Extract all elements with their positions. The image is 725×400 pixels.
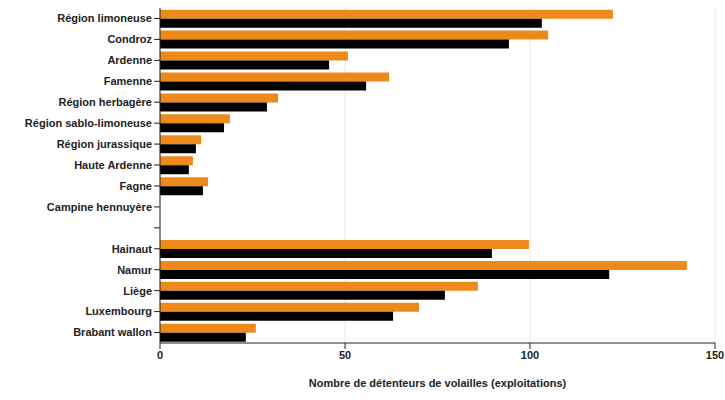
svg-text:Région jurassique: Région jurassique	[57, 138, 152, 150]
svg-text:Hainaut: Hainaut	[112, 243, 153, 255]
svg-text:Liège: Liège	[123, 285, 152, 297]
svg-text:Haute Ardenne: Haute Ardenne	[74, 159, 152, 171]
svg-text:100: 100	[521, 349, 539, 361]
svg-text:Région herbagère: Région herbagère	[58, 96, 152, 108]
svg-text:Luxembourg: Luxembourg	[85, 305, 152, 317]
svg-text:150: 150	[706, 349, 717, 361]
svg-text:Brabant wallon: Brabant wallon	[73, 326, 152, 338]
svg-text:Namur: Namur	[117, 264, 153, 276]
svg-text:Région limoneuse: Région limoneuse	[57, 12, 152, 24]
svg-text:Nombre de détenteurs de volail: Nombre de détenteurs de volailles (explo…	[309, 377, 567, 389]
svg-text:Campine hennuyère: Campine hennuyère	[47, 201, 152, 213]
svg-text:Fagne: Fagne	[120, 180, 152, 192]
svg-text:Région sablo-limoneuse: Région sablo-limoneuse	[25, 117, 152, 129]
svg-text:0: 0	[157, 349, 163, 361]
svg-text:Famenne: Famenne	[104, 75, 152, 87]
svg-text:Condroz: Condroz	[107, 33, 152, 45]
svg-text:Ardenne: Ardenne	[107, 54, 152, 66]
svg-text:50: 50	[339, 349, 351, 361]
